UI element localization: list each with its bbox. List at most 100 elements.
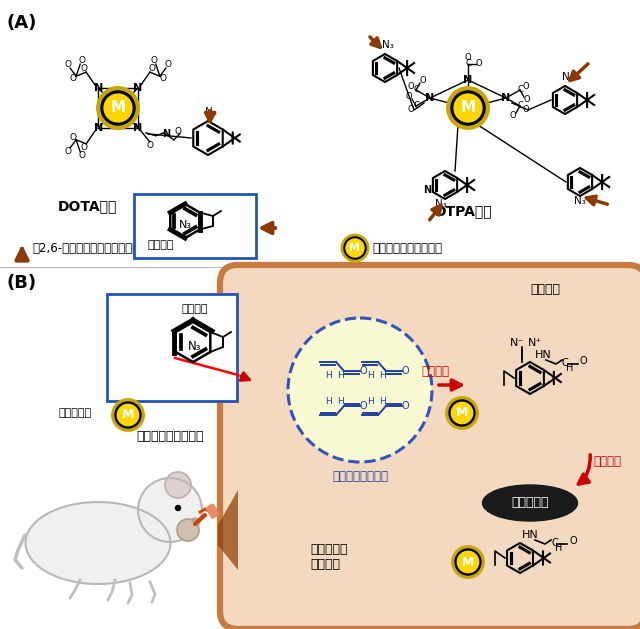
- Ellipse shape: [26, 502, 170, 584]
- Text: N: N: [463, 75, 472, 85]
- Circle shape: [101, 91, 135, 125]
- Text: O: O: [524, 96, 531, 104]
- Text: 化学反応: 化学反応: [421, 365, 449, 378]
- Text: H: H: [555, 543, 563, 553]
- Circle shape: [455, 549, 481, 575]
- Ellipse shape: [483, 485, 577, 521]
- Circle shape: [341, 234, 369, 262]
- Text: H: H: [338, 372, 344, 381]
- Text: N: N: [133, 123, 143, 133]
- Circle shape: [112, 399, 144, 431]
- Text: O: O: [522, 104, 529, 114]
- Circle shape: [447, 87, 489, 129]
- Text: O: O: [147, 142, 154, 150]
- Text: N: N: [93, 83, 103, 93]
- Text: H: H: [380, 372, 387, 381]
- Text: N₃: N₃: [435, 199, 447, 209]
- Text: H: H: [380, 396, 387, 406]
- Text: (B): (B): [6, 274, 36, 292]
- Circle shape: [449, 400, 475, 426]
- Circle shape: [288, 318, 432, 462]
- Text: C: C: [517, 101, 523, 111]
- Text: O: O: [70, 74, 77, 82]
- Text: C: C: [551, 538, 557, 548]
- Text: O: O: [360, 366, 367, 376]
- Circle shape: [346, 239, 364, 257]
- Text: O: O: [569, 536, 577, 546]
- Text: N₃: N₃: [188, 340, 202, 353]
- Text: M: M: [349, 243, 360, 253]
- Text: N: N: [426, 93, 435, 103]
- Text: O: O: [580, 356, 588, 366]
- Text: M: M: [456, 406, 468, 420]
- Text: がんで大量に生産: がんで大量に生産: [332, 470, 388, 483]
- Text: (A): (A): [6, 14, 36, 32]
- Text: N: N: [93, 123, 103, 133]
- Circle shape: [117, 404, 139, 426]
- Text: O: O: [174, 127, 181, 136]
- Text: HN: HN: [535, 350, 552, 360]
- Text: C: C: [562, 358, 569, 368]
- Text: 貼り付け: 貼り付け: [310, 558, 340, 571]
- Text: O: O: [407, 82, 413, 91]
- Text: タンパク質: タンパク質: [511, 496, 548, 509]
- Circle shape: [454, 94, 482, 122]
- Circle shape: [97, 87, 140, 129]
- FancyBboxPatch shape: [134, 194, 256, 258]
- Circle shape: [177, 519, 199, 541]
- Text: O: O: [81, 143, 88, 152]
- Text: H: H: [324, 372, 332, 381]
- Text: O: O: [465, 53, 471, 62]
- Text: N₃: N₃: [382, 40, 394, 50]
- Text: O: O: [164, 60, 172, 69]
- Text: がん細脹に: がん細脹に: [310, 543, 348, 556]
- FancyBboxPatch shape: [107, 294, 237, 401]
- Text: O: O: [150, 55, 157, 65]
- Text: DTPA錨体: DTPA錨体: [435, 204, 493, 218]
- Text: M: M: [462, 555, 474, 569]
- Text: HN: HN: [522, 530, 539, 540]
- Text: N: N: [162, 129, 170, 139]
- Circle shape: [104, 94, 132, 122]
- Text: O: O: [407, 104, 413, 114]
- Text: M: M: [111, 101, 125, 116]
- Text: O: O: [406, 92, 412, 101]
- Circle shape: [445, 397, 478, 429]
- Polygon shape: [218, 490, 238, 570]
- Text: O: O: [65, 60, 72, 69]
- Text: アジド基: アジド基: [182, 304, 208, 314]
- Circle shape: [452, 546, 484, 578]
- Text: N: N: [501, 93, 511, 103]
- Text: C: C: [413, 86, 419, 94]
- Text: C: C: [517, 86, 523, 94]
- Text: O: O: [159, 74, 166, 82]
- Bar: [206, 504, 219, 518]
- Text: H: H: [338, 396, 344, 406]
- Text: N₃: N₃: [574, 196, 586, 206]
- Text: DOTA錨体: DOTA錨体: [58, 199, 117, 213]
- Text: O: O: [476, 60, 483, 69]
- Text: M: M: [122, 408, 134, 421]
- Text: H: H: [367, 396, 373, 406]
- Text: O: O: [81, 64, 88, 73]
- Circle shape: [115, 402, 141, 428]
- Text: O: O: [148, 64, 156, 73]
- Circle shape: [451, 91, 485, 125]
- Circle shape: [344, 237, 366, 259]
- Circle shape: [175, 506, 180, 511]
- Text: ：2,6-ジイソプロピルフェニルアジド: ：2,6-ジイソプロピルフェニルアジド: [32, 242, 160, 255]
- Text: アジド基: アジド基: [148, 240, 175, 250]
- Circle shape: [458, 552, 479, 572]
- Text: ジアゾ基: ジアゾ基: [530, 283, 560, 296]
- Text: O: O: [79, 55, 86, 65]
- Text: N₃: N₃: [179, 220, 192, 230]
- Text: M: M: [460, 101, 476, 116]
- Text: 放射性核種: 放射性核種: [59, 408, 92, 418]
- Circle shape: [138, 478, 202, 542]
- Text: N: N: [133, 83, 143, 93]
- Text: H: H: [367, 372, 373, 381]
- Text: O: O: [79, 152, 86, 160]
- Text: H: H: [324, 396, 332, 406]
- Text: O: O: [360, 401, 367, 411]
- Text: N₃: N₃: [205, 107, 217, 117]
